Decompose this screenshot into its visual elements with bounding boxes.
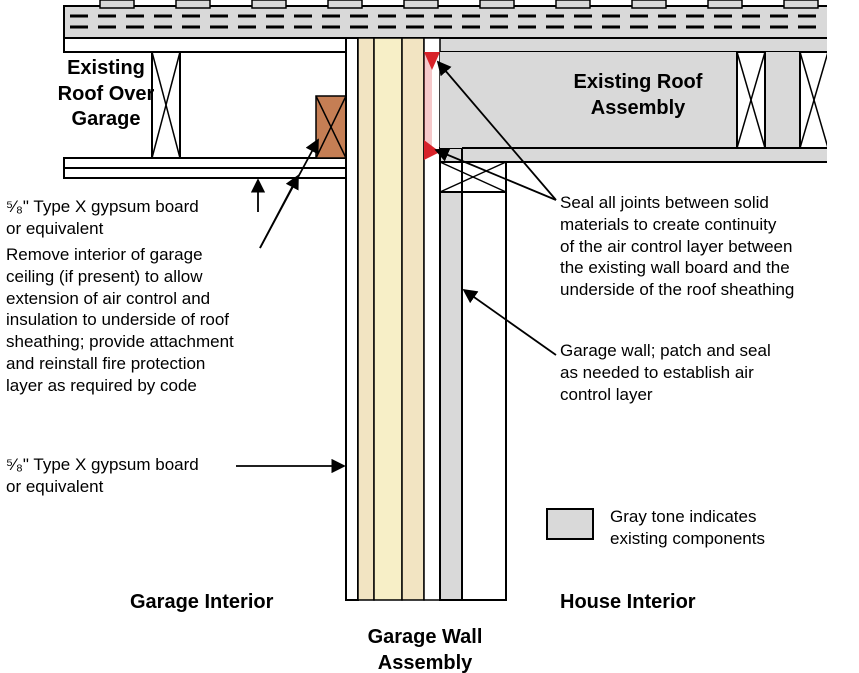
title-roof-assembly: Existing RoofAssembly [528, 70, 748, 121]
zone-wall: Garage WallAssembly [335, 625, 515, 673]
wall-stud-left [358, 38, 374, 600]
label-seal: Seal all joints between solidmaterials t… [560, 192, 856, 301]
zone-garage: Garage Interior [130, 590, 273, 616]
house-roof-sheathing [424, 38, 830, 52]
arrow-remove-b [260, 176, 298, 248]
wallboard-in-roof [440, 52, 462, 148]
title-garage-roof: ExistingRoof OverGarage [16, 56, 196, 133]
label-legend: Gray tone indicatesexisting components [610, 506, 830, 550]
wall-stud-right [402, 38, 424, 600]
house-stud-space [462, 192, 506, 600]
garage-gyp-ceiling [64, 168, 346, 178]
roof-deck [64, 6, 830, 38]
garage-gyp-wall [346, 38, 358, 600]
rafter-house-b [800, 52, 828, 148]
label-remove-ceiling: Remove interior of garageceiling (if pre… [6, 244, 266, 396]
label-gyp-wall: ⁵⁄₈" Type X gypsum boardor equivalent [6, 454, 256, 498]
top-blocking [440, 162, 506, 192]
wall-cavity [374, 38, 402, 600]
diagram-canvas: ExistingRoof OverGarage Existing RoofAss… [0, 0, 859, 673]
label-gyp-ceiling: ⁵⁄₈" Type X gypsum boardor equivalent [6, 196, 256, 240]
existing-wallboard [440, 148, 462, 600]
garage-roof-sheathing [64, 38, 346, 52]
legend-swatch [546, 508, 594, 540]
zone-house: House Interior [560, 590, 696, 616]
label-garage-wall: Garage wall; patch and sealas needed to … [560, 340, 840, 405]
